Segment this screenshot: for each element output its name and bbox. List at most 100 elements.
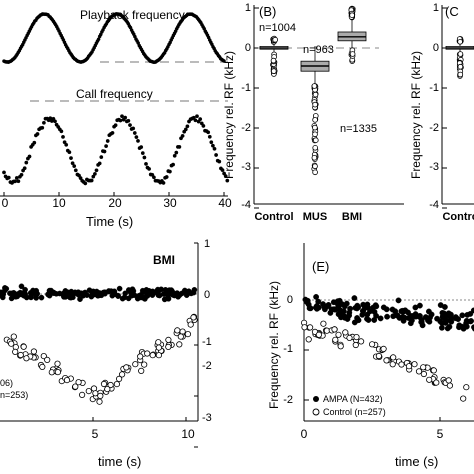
panel-b-outlier-mus	[312, 124, 318, 131]
panel-c-y-label: Frequency rel. RF (kHz)	[409, 51, 423, 179]
panel-a-call-point	[180, 133, 185, 138]
panel-e-ampa-point	[396, 314, 403, 321]
panel-a-x-tick-40: 40	[218, 196, 232, 210]
panel-d-control-point	[104, 385, 111, 393]
panel-e-ampa-point	[444, 325, 451, 332]
panel-d-control-point	[39, 363, 46, 370]
panel-d-control-point	[149, 352, 156, 359]
panel-e-y-label: Frequency rel. RF (kHz)	[267, 281, 281, 409]
panel-d-control-point	[8, 340, 15, 347]
panel-e-ampa-point	[351, 295, 358, 301]
panel-e-title: (E)	[312, 259, 329, 274]
panel-b-y-tick-m3: -3	[241, 161, 251, 173]
panel-b-outlier-control	[270, 57, 277, 64]
panel-d-control-point	[54, 360, 61, 367]
panel-d-x-tick-10: 10	[181, 427, 195, 441]
panel-e-ampa-point	[337, 306, 343, 313]
panel-e-control-point	[315, 331, 322, 338]
panel-a-call-point	[140, 151, 145, 156]
panel-e-control-point	[390, 354, 397, 361]
panel-e-ampa-point	[360, 301, 367, 308]
panel-d-control-point	[113, 380, 121, 388]
annotation-playback-frequency: Playback frequency	[80, 8, 185, 22]
panel-a-call-point	[206, 130, 211, 135]
panel-d-bmi-point	[88, 293, 95, 300]
panel-e-x-tick-0: 0	[301, 427, 308, 441]
panel-b-outlier-mus	[312, 145, 319, 151]
panel-e-ampa-point	[442, 317, 449, 323]
panel-e-ampa-point	[468, 318, 474, 324]
panel-b-outlier-mus	[312, 117, 318, 123]
panel-e-control-point	[389, 361, 396, 368]
panel-d-bmi-point	[145, 291, 151, 298]
panel-d-control-point	[141, 361, 148, 368]
panel-a-call-point	[167, 169, 172, 174]
panel-d-bmi-point	[21, 292, 27, 299]
panel-d-control-point	[119, 371, 126, 378]
panel-b-outlier-bmi	[349, 51, 356, 57]
panel-e-control-point	[353, 333, 360, 341]
panel-e-control-point	[420, 364, 427, 371]
panel-d-bmi-point	[156, 292, 163, 299]
panel-d-bmi-point	[18, 283, 25, 290]
panel-b-outlier-mus	[312, 91, 319, 98]
panel-a-call-point	[99, 155, 104, 160]
panel-a-playback-point	[222, 59, 226, 63]
panel-a-call-point	[207, 134, 212, 139]
panel-e-control-point	[332, 336, 339, 343]
panel-a-call-point	[128, 123, 132, 128]
panel-b-n-mus: n=963	[303, 44, 334, 56]
panel-d-control-point	[96, 398, 103, 405]
panel-a-call-point	[13, 179, 18, 184]
panel-e-control-point	[337, 343, 344, 350]
panel-a-x-tick-20: 20	[108, 196, 122, 210]
panel-a-call-point	[16, 179, 21, 184]
panel-c-outlier-control	[457, 71, 464, 78]
panel-e-ampa-point	[364, 315, 370, 322]
panel-e-y-tick-0: 0	[287, 294, 293, 306]
panel-e-ampa-point	[463, 320, 469, 327]
panel-b-y-label: Frequency rel. RF (kHz)	[222, 51, 236, 179]
panel-e-legend-ampa-marker	[313, 396, 319, 402]
panel-a-call-point	[40, 125, 45, 130]
panel-e-y-tick-m1: -1	[283, 343, 293, 355]
panel-a-call-point	[42, 120, 46, 125]
panel-e-control-point	[420, 370, 427, 378]
panel-a-call-point	[164, 175, 169, 179]
panel-e-control-point	[415, 368, 423, 375]
panel-d-control-point	[138, 367, 145, 374]
panel-b-outlier-mus	[311, 83, 318, 89]
panel-b-outlier-mus	[312, 137, 319, 144]
panel-c-y-tick-m3: -3	[429, 161, 439, 173]
panel-a-call-point	[102, 149, 107, 154]
panel-b-category-bmi: BMI	[342, 211, 362, 223]
panel-d-control-point	[155, 339, 162, 346]
panel-d-bmi-point	[116, 285, 123, 292]
panel-d-bmi-point	[2, 287, 8, 294]
panel-a-call-point	[209, 140, 214, 145]
panel-a-call-point	[35, 132, 40, 136]
panel-d-bmi-point	[125, 295, 132, 302]
panel-e-control-point	[463, 384, 470, 391]
panel-e-ampa-point	[395, 297, 402, 304]
panel-d-bmi-point	[70, 294, 76, 301]
panel-d-control-point	[179, 328, 186, 335]
panel-b-y-tick-m1: -1	[241, 82, 251, 94]
panel-d-control-point	[176, 341, 183, 348]
panel-b-y-tick-0: 0	[245, 42, 251, 54]
panel-c-y-tick-m4: -4	[429, 199, 439, 211]
panel-c-outlier-control	[457, 38, 463, 45]
panel-b-category-mus: MUS	[303, 211, 327, 223]
panel-e-legend-ampa: AMPA (N=432)	[323, 394, 383, 404]
panel-a-call-point	[97, 161, 102, 166]
panel-b-outlier-mus	[312, 131, 318, 138]
panel-c-y-tick-0: 0	[433, 42, 439, 54]
panel-e-control-point	[405, 363, 413, 370]
annotation-call-frequency: Call frequency	[76, 87, 153, 101]
panel-a-call-point	[24, 160, 29, 165]
panel-a-call-point	[210, 143, 215, 148]
panel-d-control-point	[30, 348, 38, 355]
panel-d-control-point	[44, 356, 51, 363]
panel-d-control-point	[107, 381, 114, 389]
